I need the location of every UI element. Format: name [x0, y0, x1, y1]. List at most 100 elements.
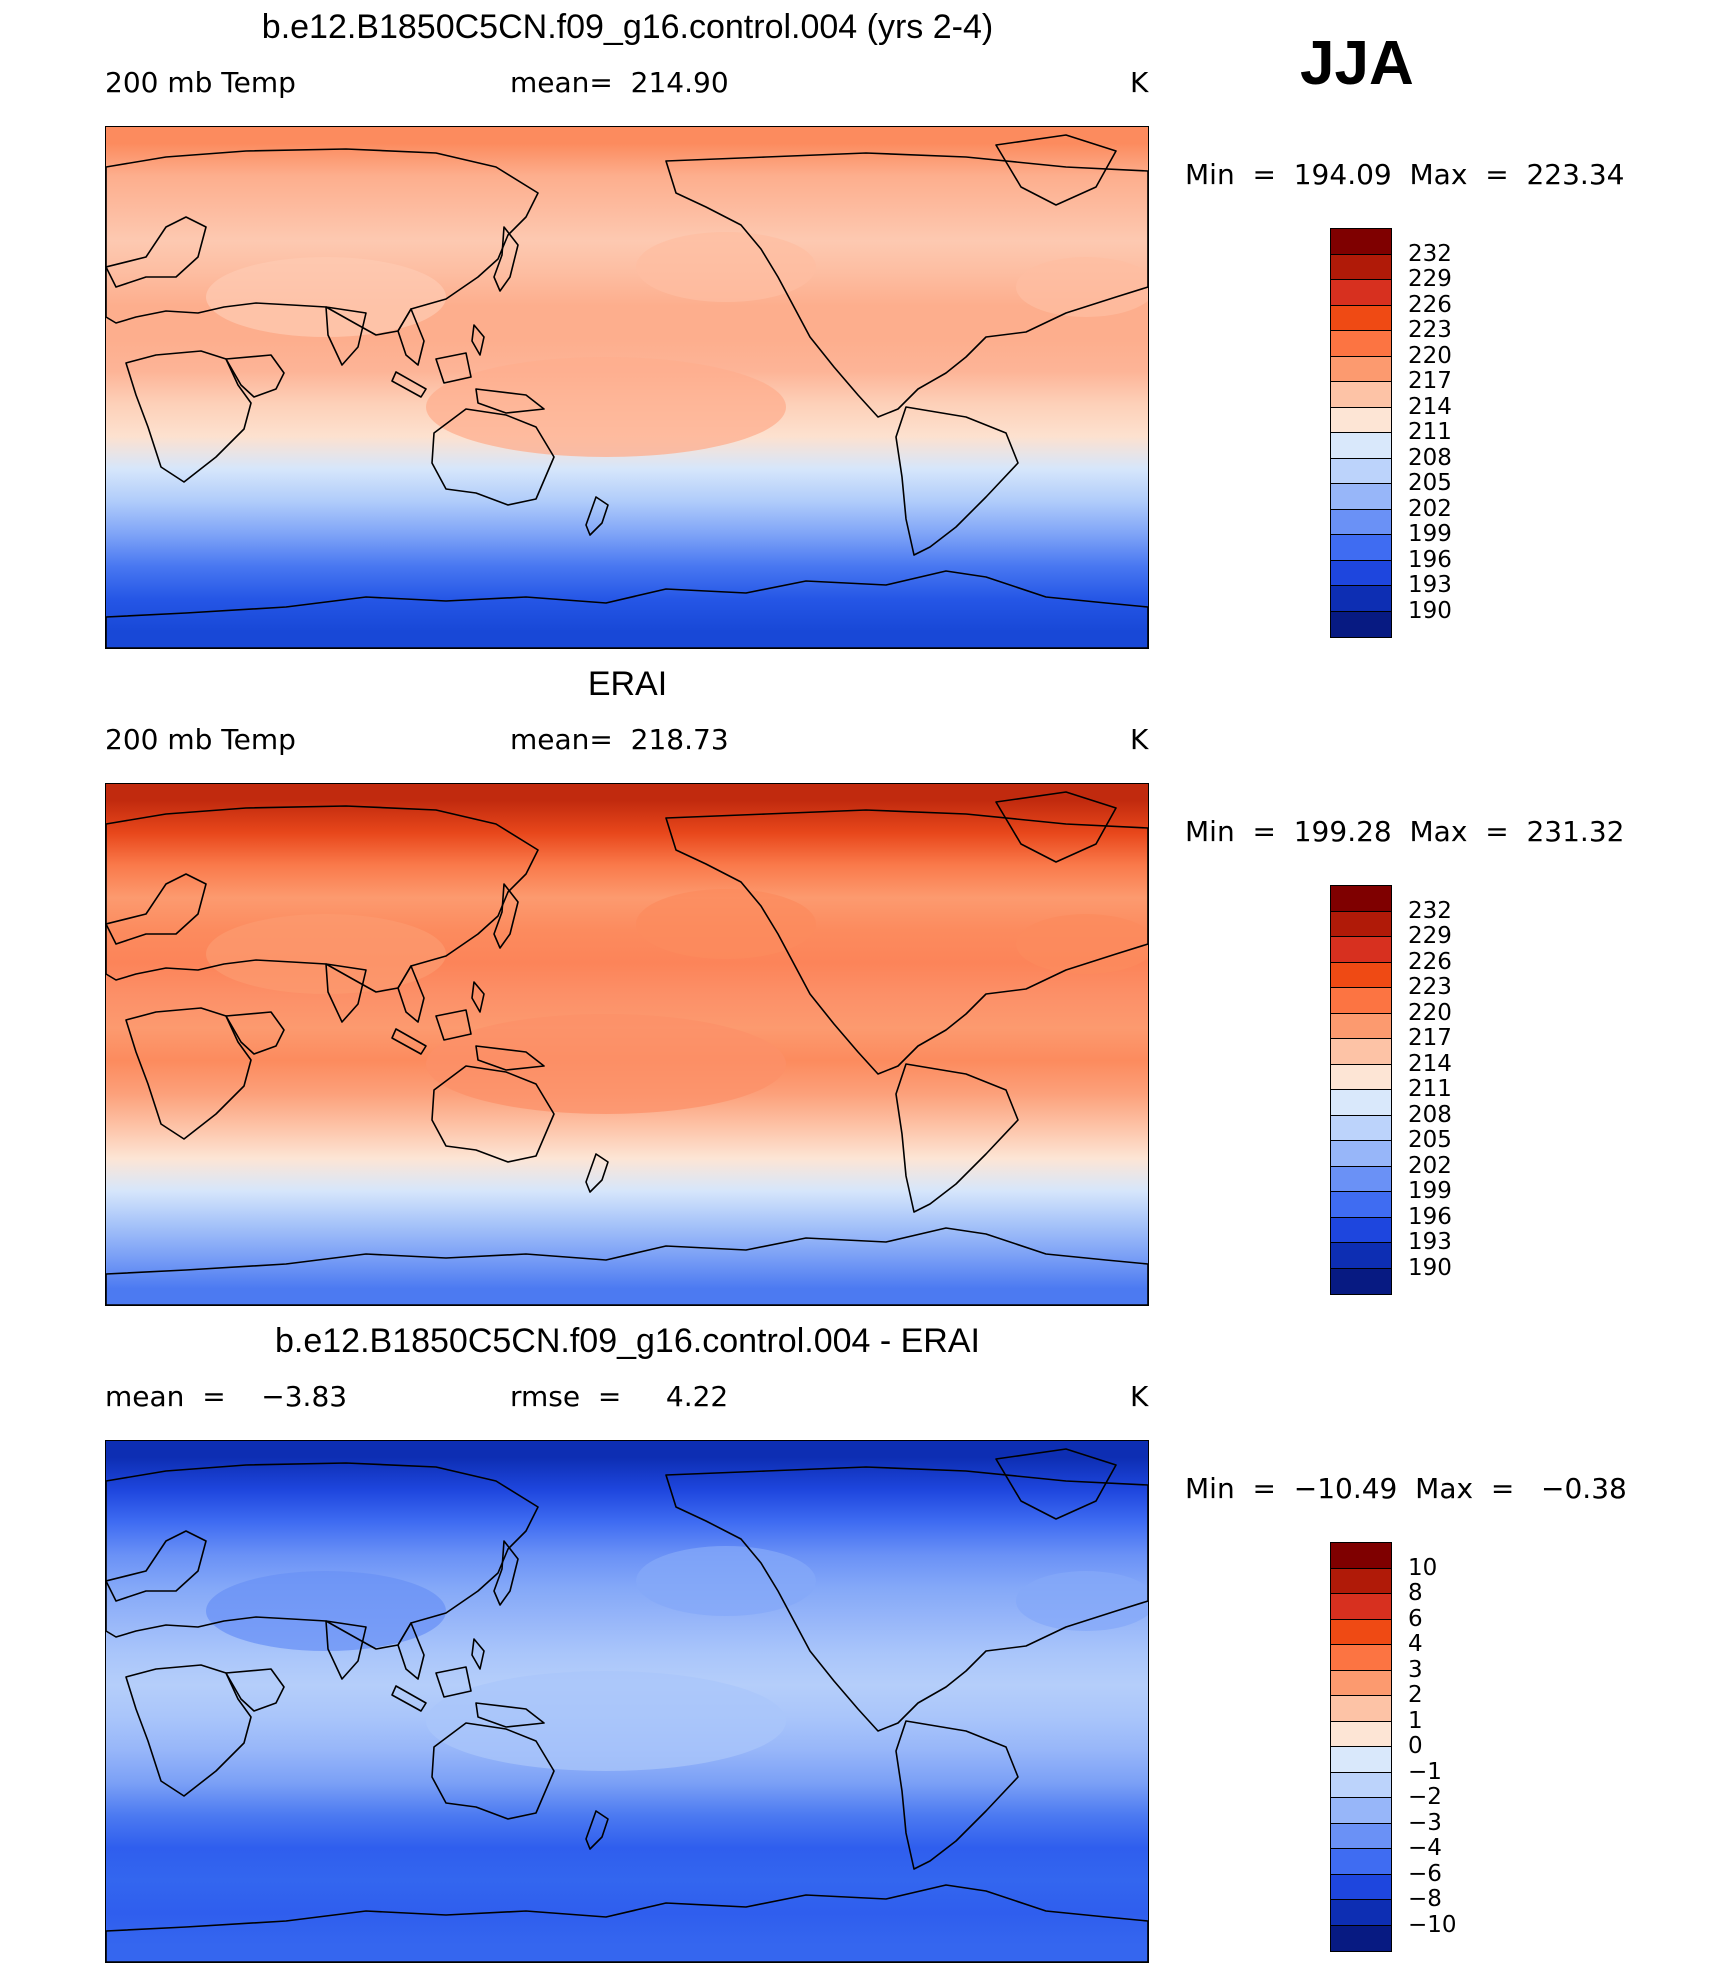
- colorbar-swatch: [1331, 1039, 1391, 1065]
- coastline: [493, 883, 519, 949]
- colorbar-swatch: [1331, 407, 1391, 433]
- mean-label: mean= 214.90: [510, 66, 729, 99]
- coastline: [431, 408, 555, 506]
- colorbar-swatches: [1330, 228, 1392, 638]
- colorbar-swatch: [1331, 937, 1391, 963]
- contour-region: [206, 914, 446, 994]
- colorbar-label: 190: [1408, 1254, 1452, 1281]
- coastline: [225, 1011, 285, 1055]
- min-max-label: Min = 194.09 Max = 223.34: [1185, 158, 1625, 191]
- colorbar: 232 229 226 223 220 217 214 211 208 205 202 199 196 1…: [1330, 228, 1510, 648]
- colorbar-label: −3: [1408, 1809, 1442, 1836]
- colorbar-label: 10: [1408, 1554, 1438, 1581]
- colorbar-label: −4: [1408, 1835, 1442, 1861]
- coastline: [397, 1622, 425, 1680]
- colorbar-swatch: [1331, 229, 1391, 255]
- colorbar-swatch: [1331, 1874, 1391, 1900]
- rmse-label: rmse = 4.22: [510, 1380, 729, 1413]
- coastline: [325, 306, 367, 366]
- contour-region: [1016, 914, 1148, 974]
- panel-title: b.e12.B1850C5CN.f09_g16.control.004 (yrs…: [261, 8, 994, 46]
- coastline: [585, 496, 609, 536]
- min-max-label: Min = 199.28 Max = 231.32: [1185, 815, 1625, 848]
- colorbar-swatch: [1331, 1772, 1391, 1798]
- colorbar-label: 4: [1408, 1631, 1423, 1657]
- coastline: [106, 1884, 1148, 1962]
- colorbar-label: 196: [1408, 546, 1452, 573]
- colorbar-swatch: [1331, 560, 1391, 586]
- contour-region: [426, 1671, 786, 1771]
- coastline: [493, 226, 519, 292]
- units-label: K: [1130, 1380, 1149, 1413]
- map-canvas: [106, 784, 1148, 1305]
- colorbar-swatch: [1331, 1064, 1391, 1090]
- colorbar-swatch: [1331, 962, 1391, 988]
- colorbar-swatch: [1331, 1543, 1391, 1569]
- colorbar-swatch: [1331, 1090, 1391, 1116]
- colorbar-label: 232: [1408, 897, 1452, 924]
- panel-title: b.e12.B1850C5CN.f09_g16.control.004 - ER…: [274, 1322, 980, 1360]
- coastline: [471, 324, 485, 356]
- colorbar-label: −8: [1408, 1886, 1442, 1912]
- colorbar-swatch: [1331, 1670, 1391, 1696]
- colorbar-swatches: [1330, 1542, 1392, 1952]
- coastline: [475, 388, 545, 414]
- colorbar-swatch: [1331, 1925, 1391, 1951]
- colorbar-swatch: [1331, 331, 1391, 357]
- colorbar-label: 193: [1408, 572, 1452, 598]
- colorbar: 10 8 6 4 3 2 1 0 −1 −2 −3 −4 −6 −8 −10: [1330, 1542, 1510, 1962]
- coastline: [431, 1065, 555, 1163]
- colorbar-swatch: [1331, 1243, 1391, 1269]
- coastline: [895, 406, 1019, 556]
- colorbar-label: 223: [1408, 974, 1452, 1000]
- coastline: [391, 371, 427, 398]
- coastline: [475, 1702, 545, 1728]
- colorbar-swatch: [1331, 886, 1391, 912]
- coastline: [391, 1685, 427, 1712]
- colorbar-swatch: [1331, 1747, 1391, 1773]
- panel-title: ERAI: [587, 665, 668, 703]
- colorbar-swatch: [1331, 433, 1391, 459]
- colorbar-label: 232: [1408, 240, 1452, 267]
- colorbar-swatch: [1331, 1192, 1391, 1218]
- coastline: [665, 152, 1148, 418]
- map-frame: [105, 126, 1149, 649]
- coastline: [431, 1722, 555, 1820]
- colorbar-swatch: [1331, 1568, 1391, 1594]
- colorbar-swatch: [1331, 1849, 1391, 1875]
- coastline: [225, 1668, 285, 1712]
- coastline: [125, 1007, 252, 1140]
- coastline: [585, 1810, 609, 1850]
- contour-region: [1016, 257, 1148, 317]
- coastline: [106, 1227, 1148, 1305]
- colorbar-label: 223: [1408, 317, 1452, 343]
- colorbar-swatch: [1331, 1823, 1391, 1849]
- colorbar-label: 211: [1408, 1076, 1452, 1102]
- colorbar-label: 6: [1408, 1605, 1423, 1632]
- colorbar-label: 1: [1408, 1707, 1423, 1734]
- colorbar-label: 220: [1408, 999, 1452, 1026]
- units-label: K: [1130, 723, 1149, 756]
- coastline: [325, 963, 367, 1023]
- colorbar-swatch: [1331, 1268, 1391, 1294]
- map-frame: [105, 1440, 1149, 1963]
- colorbar-label: 226: [1408, 948, 1452, 975]
- obs-panel: ERAI 200 mb Temp mean= 218.73 K Min = 19…: [0, 657, 1710, 1312]
- coastline: [895, 1063, 1019, 1213]
- colorbar-label: 220: [1408, 342, 1452, 369]
- colorbar-label: 214: [1408, 1050, 1452, 1077]
- map-canvas: [106, 127, 1148, 648]
- variable-label: 200 mb Temp: [105, 723, 296, 756]
- colorbar-swatch: [1331, 1217, 1391, 1243]
- map-frame: [105, 783, 1149, 1306]
- coastline: [435, 1009, 472, 1041]
- difference-panel: b.e12.B1850C5CN.f09_g16.control.004 - ER…: [0, 1314, 1710, 1969]
- coastline: [435, 352, 472, 384]
- colorbar-label: 3: [1408, 1656, 1423, 1683]
- coastline: [225, 354, 285, 398]
- colorbar-swatch: [1331, 1619, 1391, 1645]
- coastline: [665, 809, 1148, 1075]
- colorbar-label: 229: [1408, 266, 1452, 292]
- colorbar-label: 211: [1408, 419, 1452, 445]
- season-label: JJA: [1300, 29, 1414, 98]
